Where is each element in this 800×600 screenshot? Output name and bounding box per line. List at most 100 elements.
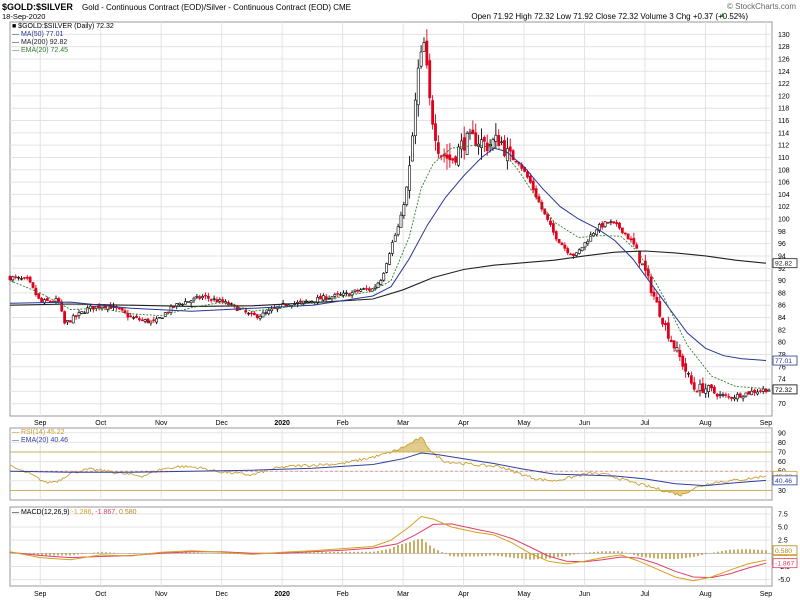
candle-body [563,244,567,249]
candle-body [572,253,575,257]
rsi-legend-item: — EMA(20) 40.46 [12,437,69,444]
macd-histogram-bar [445,553,447,554]
rsi-tick-label: 80 [778,440,786,447]
candle-body [359,289,363,292]
candle-body [675,347,679,352]
x-axis-label: Dec [215,420,228,427]
candle-body [132,317,136,319]
macd-histogram-bar [97,552,99,554]
candle-body [431,100,435,125]
macd-histogram-bar [457,553,459,557]
price-tick-label: 84 [778,315,786,322]
macd-histogram-bar [593,551,595,554]
x-axis-label: Jun [579,420,590,427]
candle-body [120,307,124,311]
macd-histogram-bar [321,552,323,554]
candle-body [554,231,558,240]
candle-body [181,303,184,306]
candle-body [37,293,41,299]
candle-body [45,298,49,301]
macd-histogram-bar [101,551,103,554]
candle-body [445,154,449,159]
x-axis-label: Feb [337,420,349,427]
macd-histogram-bar [745,549,747,554]
candle-body [577,249,581,254]
candle-body [457,146,460,166]
macd-histogram-bar [605,551,607,554]
macd-histogram-bar [193,552,195,554]
macd-tick-label: 5.0 [778,525,788,532]
price-tick-label: 126 [778,56,790,63]
macd-histogram-bar [757,549,759,554]
candle-body [566,248,570,254]
macd-histogram-bar [465,553,467,557]
candle-body [684,363,688,372]
candle-body [738,393,742,398]
x-axis-label: Oct [95,591,106,598]
candle-body [149,320,153,324]
macd-signal-line [9,523,767,579]
x-axis-label: Nov [155,420,168,427]
candle-body [681,355,685,367]
x-axis-label: Aug [699,420,712,427]
price-value-tag [772,258,798,269]
candle-body [715,393,719,397]
candle-body [258,315,262,319]
x-axis-label: Jul [641,591,650,598]
candle-body [465,133,469,155]
candle-body [63,311,67,324]
candle-body [733,397,736,400]
macd-histogram-bar [645,553,647,558]
candle-body [155,318,159,323]
price-tick-label: 124 [778,69,790,76]
candle-body [212,298,216,300]
macd-histogram-bar [365,551,367,554]
candle-body [580,247,584,252]
candle-body [376,282,380,288]
macd-histogram-bar [33,553,35,555]
macd-histogram-bar [309,552,311,554]
candle-body [411,135,414,162]
candle-body [201,296,205,299]
x-axis-label: Jun [579,591,590,598]
candle-body [626,233,630,240]
macd-histogram-bar [53,553,55,556]
price-tick-label: 70 [778,401,786,408]
candle-body [704,388,708,394]
chart-date: 18-Sep-2020 [2,12,46,21]
candle-body [388,253,391,265]
macd-histogram-bar [397,545,399,554]
candle-body [48,300,52,303]
macd-histogram-bar [453,553,455,557]
candle-body [344,292,348,295]
candle-body [160,317,164,319]
candle-body [172,306,176,308]
macd-value-tag [772,558,798,569]
candle-body [597,224,601,232]
candle-body [459,140,463,150]
candle-body [339,294,343,296]
candle-body [86,307,90,314]
price-tick-label: 76 [778,364,786,371]
candle-body [195,296,199,298]
price-legend-item: — MA(200) 92.82 [12,39,68,46]
macd-histogram-bar [525,553,527,560]
candle-body [549,220,552,225]
price-tick-label: 110 [778,155,789,162]
candle-body [189,300,193,304]
candle-body [735,394,739,400]
candle-body [74,315,78,318]
macd-histogram-bar [229,553,231,555]
macd-histogram-bar [597,551,599,554]
candle-body [609,221,613,223]
price-value-tag-label: 72.32 [775,387,792,394]
price-tick-label: 122 [778,81,790,88]
candle-body [620,227,624,233]
macd-histogram-bar [113,552,115,554]
candle-body [11,276,15,281]
candle-body [641,263,644,266]
macd-line [9,515,767,582]
macd-histogram-bar [73,553,75,556]
candle-body [574,252,578,256]
candle-body [89,305,92,309]
